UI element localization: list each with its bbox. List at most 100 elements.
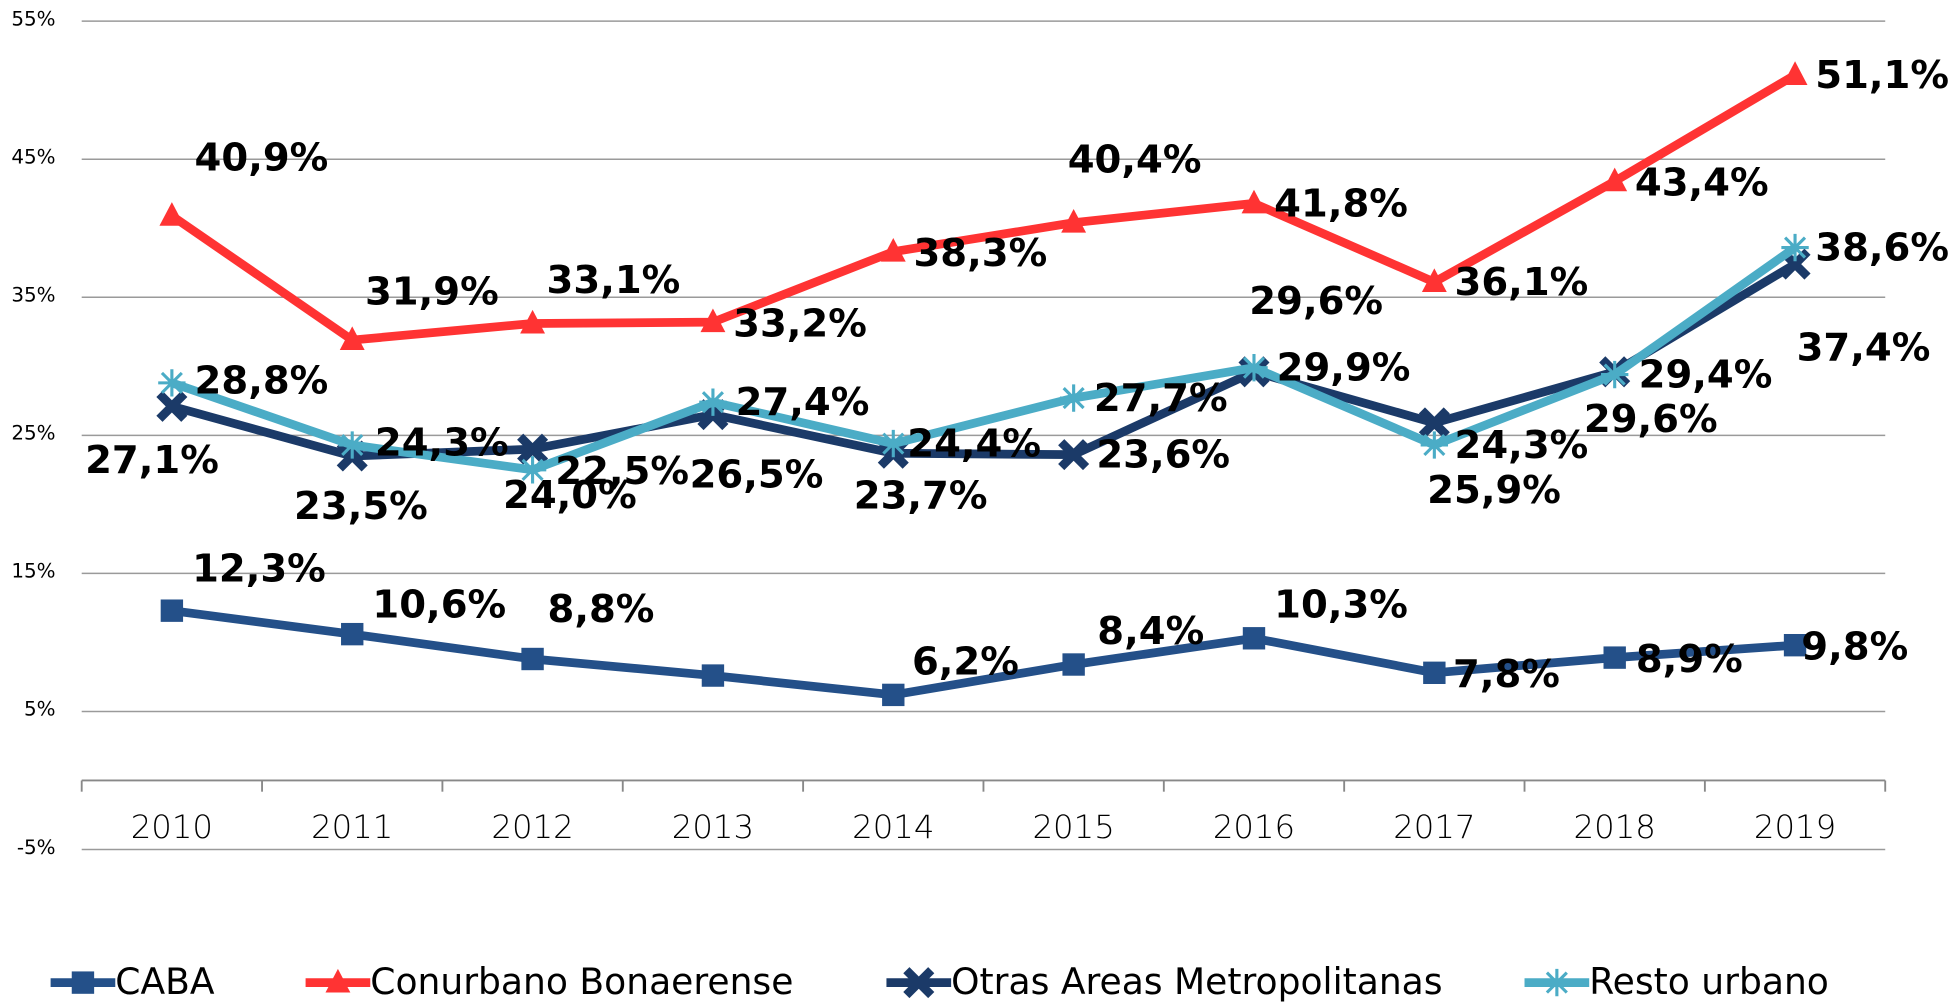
- data-label: 31,9%: [365, 270, 499, 315]
- legend-marker: [325, 968, 351, 993]
- marker: [518, 456, 547, 484]
- x-tick-label: 2010: [131, 808, 213, 846]
- marker: [1781, 233, 1809, 262]
- marker: [517, 433, 549, 465]
- y-tick-label: 5%: [24, 698, 56, 721]
- series-line: [170, 244, 1798, 475]
- x-tick-label: 2014: [852, 808, 934, 846]
- x-tick-label: 2016: [1213, 808, 1295, 846]
- data-label: 24,4%: [907, 422, 1041, 467]
- data-label: 10,3%: [1274, 583, 1408, 628]
- data-label: 28,8%: [195, 358, 329, 403]
- marker: [1783, 633, 1807, 657]
- x-tick-label: 2015: [1032, 808, 1114, 846]
- data-label: 27,1%: [85, 438, 219, 483]
- marker: [879, 429, 907, 458]
- data-label: 26,5%: [690, 452, 824, 497]
- x-tick-label: 2019: [1754, 808, 1836, 846]
- data-label: 12,3%: [192, 546, 326, 591]
- data-label: 6,2%: [912, 639, 1019, 684]
- data-label: 25,9%: [1427, 468, 1561, 513]
- data-label: 38,6%: [1815, 226, 1949, 271]
- data-label: 37,4%: [1797, 325, 1931, 370]
- data-label: 29,9%: [1277, 346, 1411, 391]
- marker: [1423, 661, 1446, 684]
- y-tick-label: 25%: [11, 422, 55, 445]
- data-label: 29,4%: [1639, 353, 1773, 398]
- series: [159, 61, 1808, 351]
- legend-label: Otras Areas Metropolitanas: [951, 961, 1442, 1003]
- series-line: [170, 260, 1798, 461]
- legend-label: CABA: [115, 961, 215, 1003]
- marker: [880, 238, 906, 262]
- marker: [160, 599, 184, 622]
- marker: [1601, 360, 1629, 389]
- data-label: 22,5%: [555, 449, 689, 494]
- marker: [1061, 209, 1087, 233]
- series: [158, 233, 1809, 484]
- marker: [159, 202, 185, 226]
- x-tick-label: 2011: [311, 808, 393, 846]
- data-label: 9,8%: [1801, 624, 1908, 669]
- marker: [700, 308, 726, 333]
- marker: [520, 309, 546, 334]
- data-label: 33,1%: [547, 258, 681, 303]
- data-label: 40,9%: [195, 135, 329, 180]
- data-label: 10,6%: [372, 582, 506, 627]
- marker: [1062, 653, 1085, 676]
- y-tick-label: 35%: [11, 284, 55, 307]
- data-label: 36,1%: [1455, 260, 1589, 305]
- data-label: 23,7%: [854, 474, 988, 519]
- legend-marker: [71, 971, 95, 994]
- marker: [338, 431, 366, 459]
- marker: [699, 388, 727, 416]
- marker: [1418, 407, 1450, 439]
- data-label: 29,6%: [1249, 279, 1383, 324]
- data-label: 23,5%: [294, 484, 428, 529]
- data-label: 51,1%: [1815, 53, 1949, 98]
- data-label: 41,8%: [1274, 181, 1408, 226]
- marker: [1420, 431, 1449, 459]
- data-label: 24,0%: [503, 473, 637, 518]
- data-label: 23,6%: [1096, 433, 1230, 478]
- marker: [156, 390, 188, 422]
- y-tick-label: 15%: [11, 560, 55, 583]
- y-tick-label: 45%: [11, 145, 55, 168]
- marker: [882, 683, 905, 707]
- legend-marker: [1543, 968, 1571, 997]
- legend-label: Conurbano Bonaerense: [370, 961, 793, 1003]
- series-line: [169, 71, 1798, 345]
- data-label: 8,8%: [548, 587, 655, 632]
- data-label: 33,2%: [733, 301, 867, 346]
- x-tick-label: 2018: [1574, 808, 1656, 846]
- legend-label: Resto urbano: [1589, 961, 1829, 1003]
- marker: [341, 622, 364, 646]
- data-label: 24,3%: [375, 420, 509, 465]
- marker: [1059, 384, 1088, 412]
- x-tick-label: 2012: [491, 808, 573, 846]
- marker: [1603, 646, 1626, 669]
- marker: [339, 326, 365, 351]
- data-label: 40,4%: [1068, 137, 1202, 182]
- marker: [1241, 189, 1267, 214]
- y-tick-label: -5%: [17, 836, 56, 859]
- data-label: 8,4%: [1097, 609, 1204, 654]
- marker: [521, 647, 544, 671]
- marker: [1782, 61, 1808, 85]
- data-label: 29,6%: [1584, 397, 1718, 442]
- data-label: 24,3%: [1455, 423, 1589, 468]
- marker: [701, 664, 725, 687]
- marker: [1240, 354, 1268, 382]
- marker: [1602, 167, 1628, 192]
- data-label: 27,4%: [736, 380, 870, 425]
- data-label: 8,9%: [1636, 637, 1743, 682]
- marker: [1242, 627, 1266, 650]
- legend-marker: [903, 967, 935, 999]
- marker: [1058, 439, 1090, 471]
- y-tick-label: 55%: [11, 7, 55, 30]
- x-tick-label: 2013: [672, 808, 754, 846]
- data-label: 38,3%: [913, 231, 1047, 276]
- marker: [1421, 268, 1447, 293]
- data-label: 43,4%: [1635, 161, 1769, 206]
